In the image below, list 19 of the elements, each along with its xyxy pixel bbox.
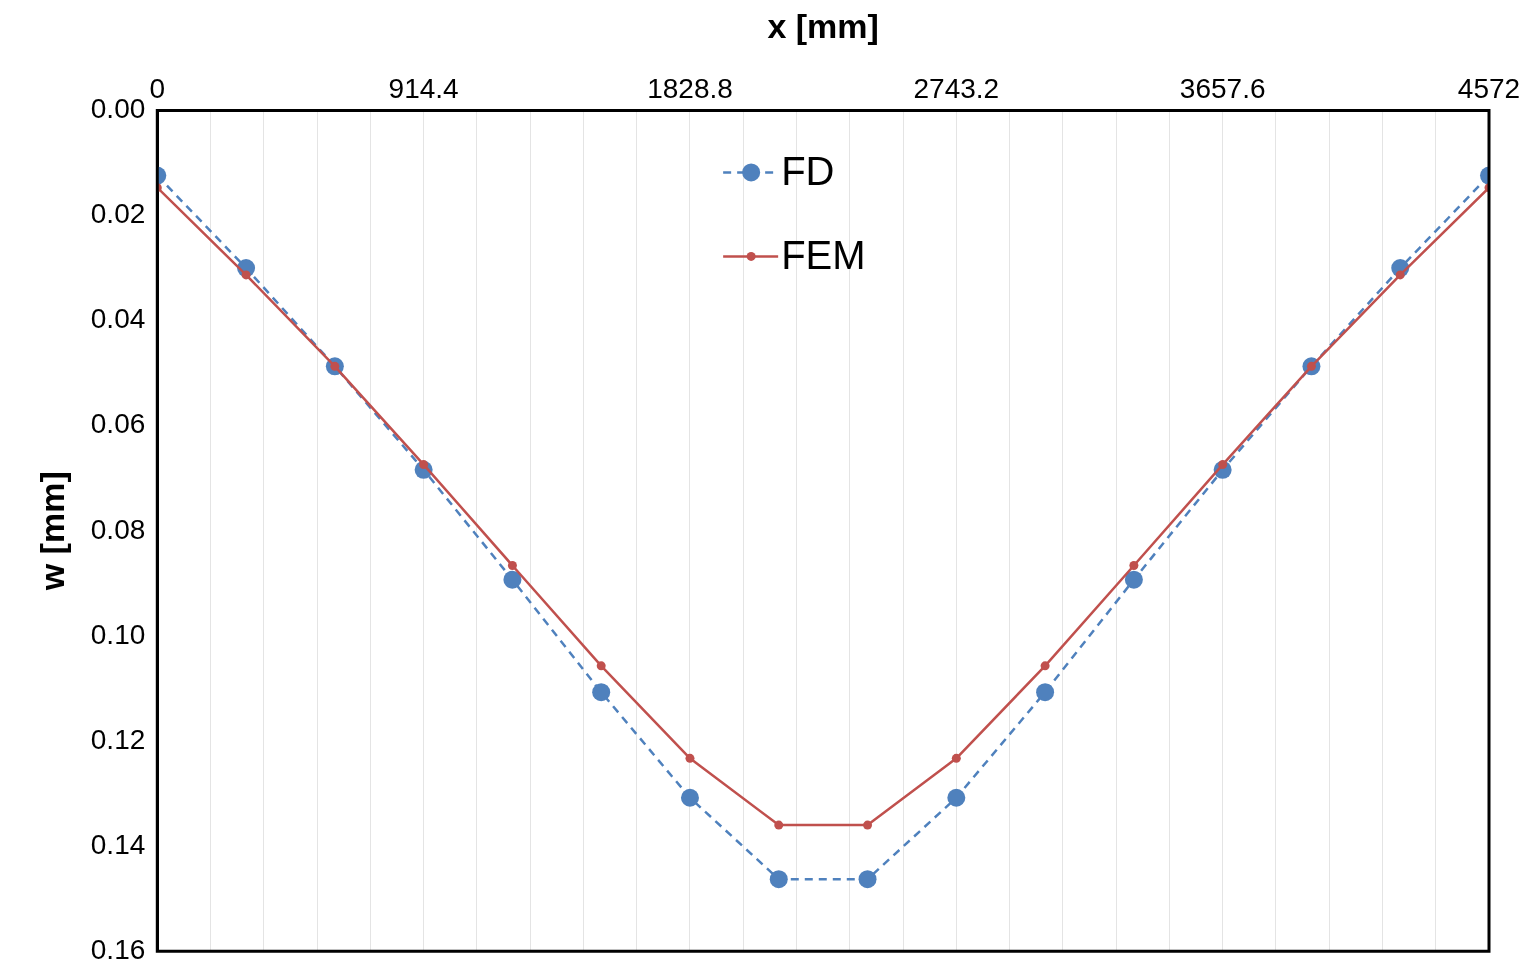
x-tick-label: 2743.2 — [913, 73, 1000, 105]
y-tick-label: 0.12 — [90, 723, 146, 755]
y-tick-label: 0.16 — [90, 933, 146, 965]
y-tick-label: 0.00 — [90, 93, 146, 125]
y-tick-label: 0.04 — [90, 303, 146, 335]
legend-label: FD — [781, 149, 835, 194]
x-tick-label: 4572 — [1457, 73, 1521, 105]
y-axis-title: w [mm] — [32, 471, 71, 592]
x-tick-label: 914.4 — [388, 73, 459, 105]
y-tick-label: 0.14 — [90, 828, 146, 860]
x-tick-label: 3657.6 — [1179, 73, 1266, 105]
y-tick-label: 0.06 — [90, 408, 146, 440]
x-tick-label: 0 — [149, 73, 166, 105]
x-tick-label: 1828.8 — [647, 73, 733, 105]
legend-label: FEM — [781, 233, 866, 278]
y-tick-label: 0.10 — [90, 618, 146, 650]
x-axis-title: x [mm] — [767, 6, 879, 45]
y-tick-label: 0.08 — [90, 513, 146, 545]
y-tick-label: 0.02 — [90, 198, 146, 230]
